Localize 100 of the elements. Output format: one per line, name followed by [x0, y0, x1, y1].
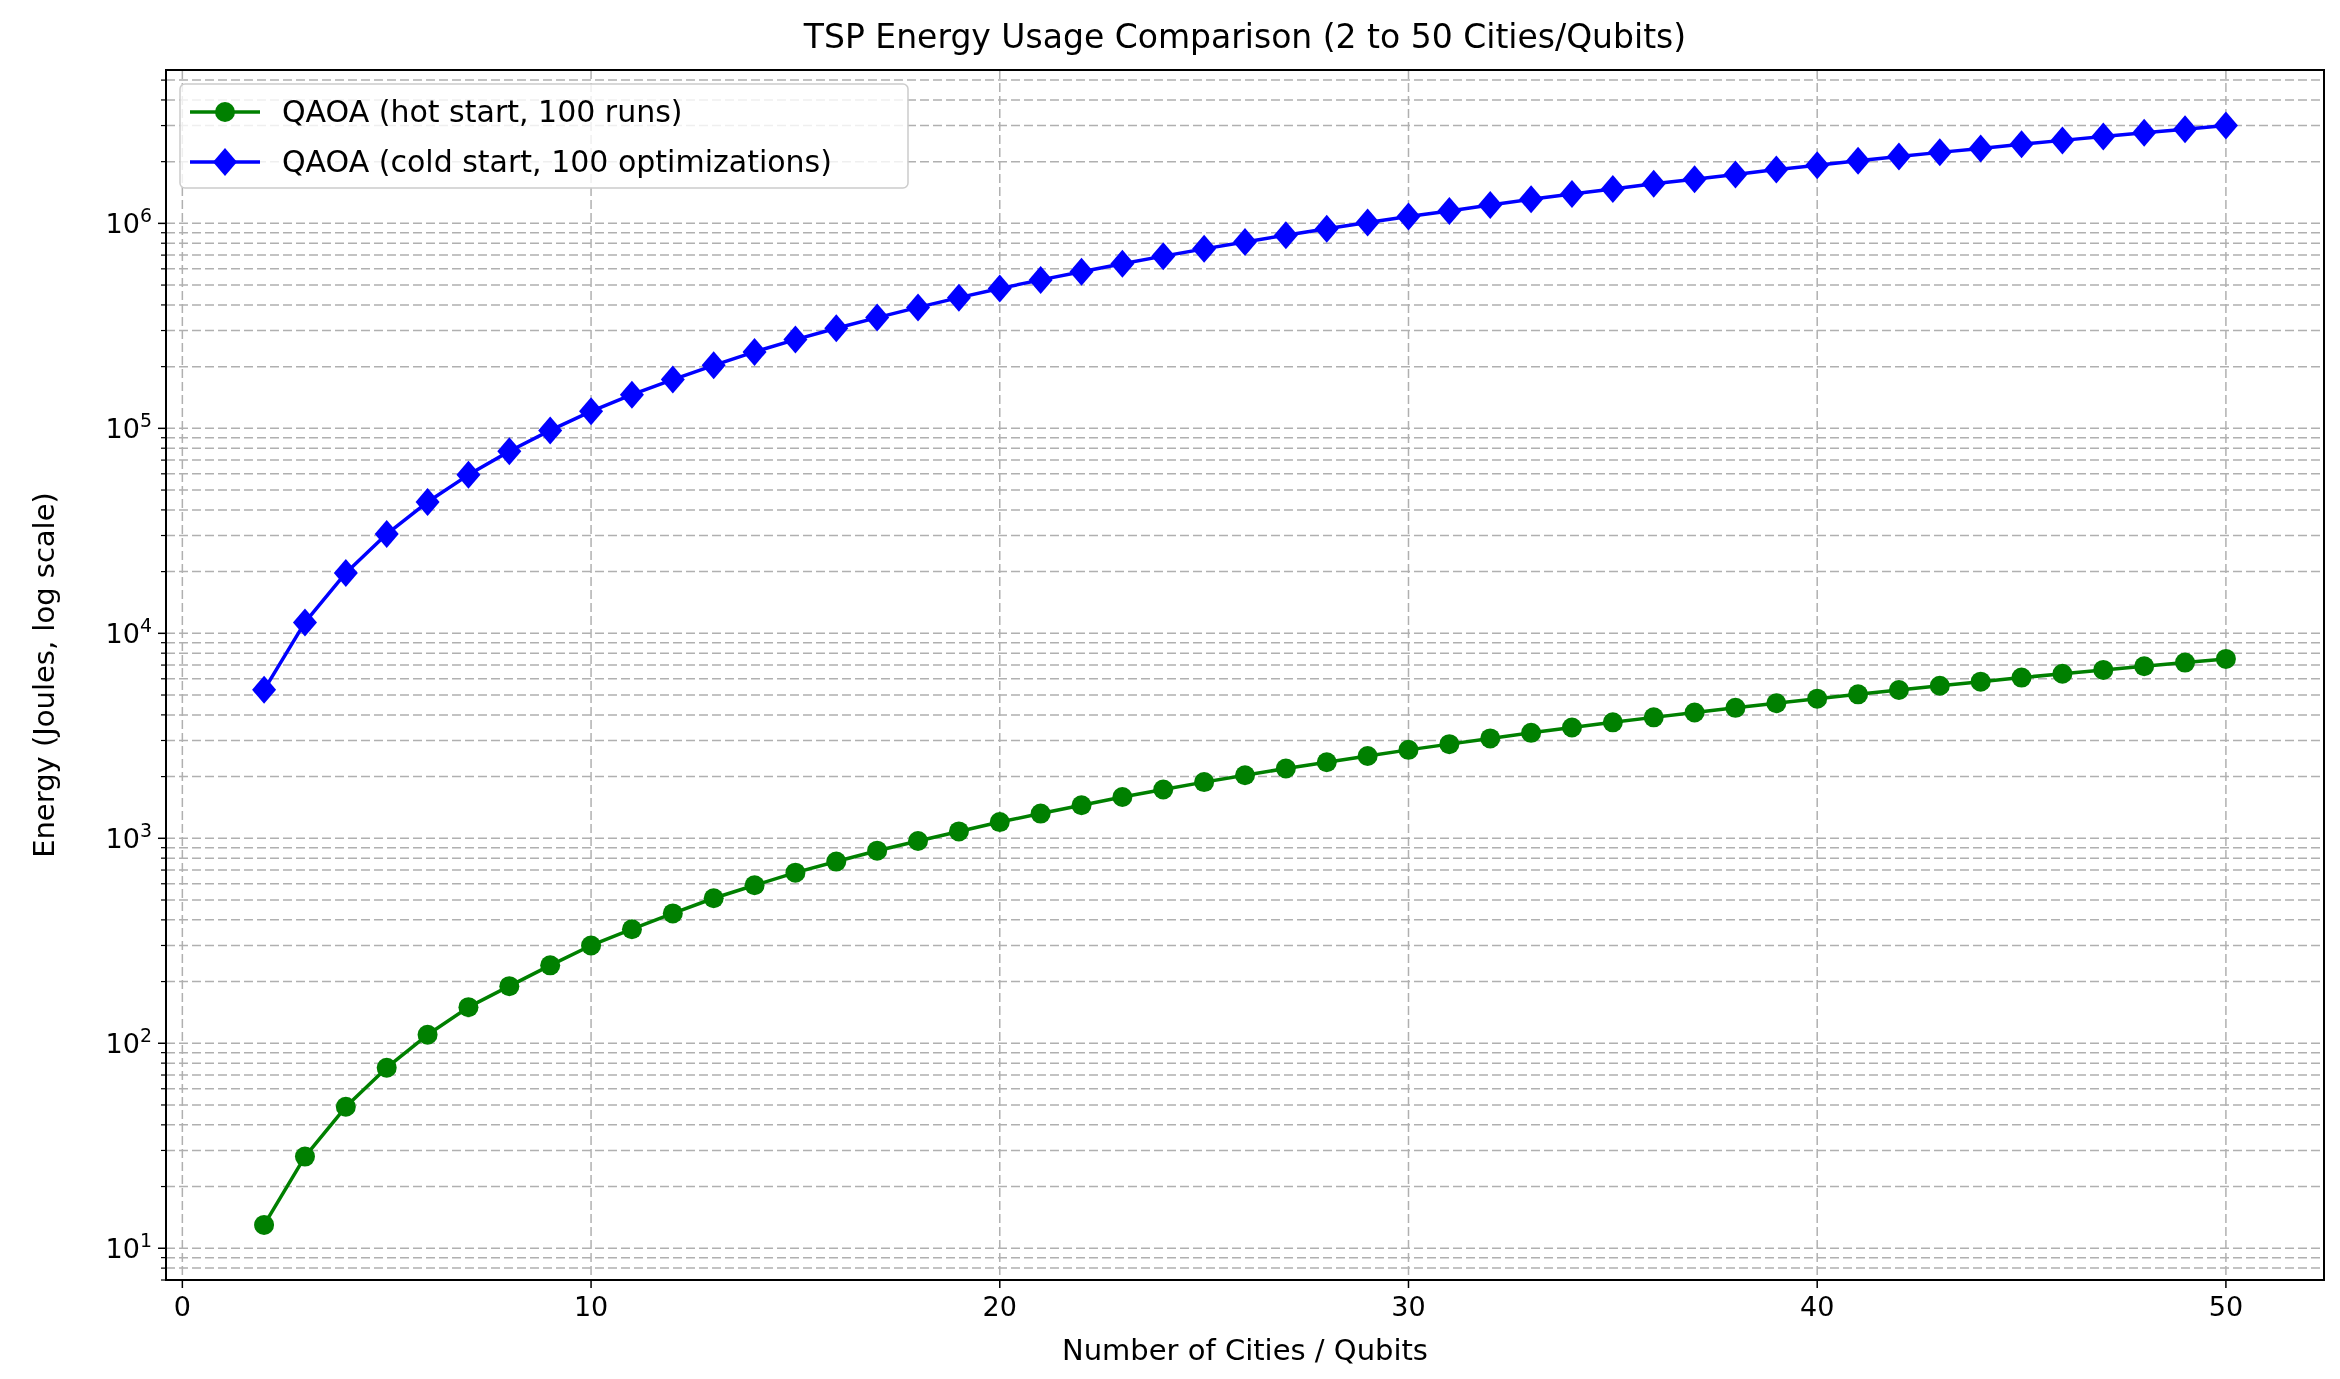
- point: [1600, 175, 1625, 204]
- point: [294, 1146, 315, 1167]
- point: [1886, 142, 1911, 171]
- point: [1233, 227, 1257, 256]
- point: [2052, 663, 2073, 684]
- y-tick-label: 10$^{3}$: [105, 819, 152, 855]
- point: [335, 1096, 356, 1117]
- point: [1071, 795, 1092, 816]
- point: [948, 821, 969, 842]
- point: [1112, 787, 1133, 808]
- point: [1478, 190, 1503, 219]
- point: [908, 831, 929, 852]
- x-axis-title: Number of Cities / Qubits: [1062, 1333, 1428, 1367]
- point: [2215, 648, 2236, 669]
- point: [1110, 249, 1135, 278]
- point: [1069, 257, 1094, 286]
- point: [1151, 242, 1176, 271]
- point: [1682, 165, 1707, 194]
- legend-label: QAOA (hot start, 100 runs): [282, 94, 683, 129]
- point: [1396, 202, 1421, 231]
- y-tick-label: 10$^{5}$: [105, 409, 152, 445]
- point: [2093, 659, 2114, 680]
- point: [744, 875, 765, 896]
- point: [785, 862, 806, 883]
- point: [497, 437, 522, 466]
- point: [252, 675, 277, 704]
- point: [1439, 734, 1460, 755]
- point: [1030, 803, 1051, 824]
- y-tick-label: 10$^{6}$: [105, 204, 152, 240]
- point: [1848, 684, 1869, 705]
- point: [946, 283, 971, 312]
- point: [579, 397, 604, 426]
- point: [1273, 221, 1298, 250]
- point: [540, 955, 561, 976]
- point: [581, 935, 602, 956]
- point: [2091, 122, 2116, 151]
- point: [458, 997, 479, 1018]
- point: [2132, 118, 2157, 147]
- point: [1929, 675, 1950, 696]
- point: [1723, 160, 1748, 189]
- point: [619, 380, 644, 409]
- x-tick-label: 40: [1800, 1291, 1835, 1322]
- point: [292, 608, 317, 637]
- x-tick-label: 50: [2208, 1291, 2244, 1322]
- y-tick-label: 10$^{1}$: [105, 1229, 152, 1265]
- point: [824, 314, 849, 343]
- point: [2050, 126, 2075, 155]
- point: [2009, 130, 2034, 159]
- point: [783, 325, 808, 354]
- point: [417, 1024, 438, 1045]
- point: [333, 558, 358, 587]
- point: [1725, 697, 1746, 718]
- x-tick-label: 20: [982, 1291, 1017, 1322]
- y-tick-label: 10$^{2}$: [105, 1024, 152, 1060]
- point: [867, 840, 888, 861]
- point: [374, 520, 399, 549]
- point: [2011, 667, 2032, 688]
- point: [865, 303, 890, 332]
- point: [1602, 712, 1623, 733]
- point: [1970, 671, 1991, 692]
- point: [1559, 180, 1584, 209]
- y-tick-label: 10$^{4}$: [105, 614, 152, 650]
- point: [989, 812, 1010, 833]
- point: [1641, 169, 1666, 198]
- point: [1968, 134, 1993, 163]
- point: [2213, 111, 2238, 140]
- point: [1437, 196, 1462, 225]
- point: [415, 488, 440, 517]
- point: [621, 919, 642, 940]
- x-tick-label: 10: [573, 1291, 609, 1322]
- point: [701, 351, 726, 380]
- point: [906, 293, 931, 322]
- point: [2173, 115, 2198, 144]
- y-axis-title: Energy (Joules, log scale): [27, 492, 61, 858]
- point: [703, 888, 724, 909]
- point: [1519, 185, 1544, 214]
- point: [1888, 680, 1909, 700]
- point: [742, 337, 767, 366]
- point: [254, 1214, 275, 1235]
- point: [1316, 752, 1337, 773]
- point: [1643, 707, 1664, 728]
- x-tick-label: 30: [1391, 1291, 1426, 1322]
- point: [1766, 693, 1787, 714]
- point: [826, 851, 847, 872]
- point: [1807, 688, 1828, 709]
- point: [660, 365, 685, 394]
- point: [1194, 772, 1215, 793]
- point: [1561, 717, 1582, 738]
- point: [2175, 652, 2196, 673]
- point: [1521, 722, 1542, 743]
- point: [1480, 728, 1501, 749]
- point: [1235, 765, 1255, 786]
- point: [1192, 234, 1217, 263]
- point: [1355, 208, 1380, 237]
- point: [1805, 151, 1830, 180]
- point: [1275, 758, 1296, 779]
- point: [1846, 146, 1871, 175]
- point: [1684, 702, 1705, 723]
- point: [1927, 138, 1952, 167]
- legend-label: QAOA (cold start, 100 optimizations): [282, 144, 832, 179]
